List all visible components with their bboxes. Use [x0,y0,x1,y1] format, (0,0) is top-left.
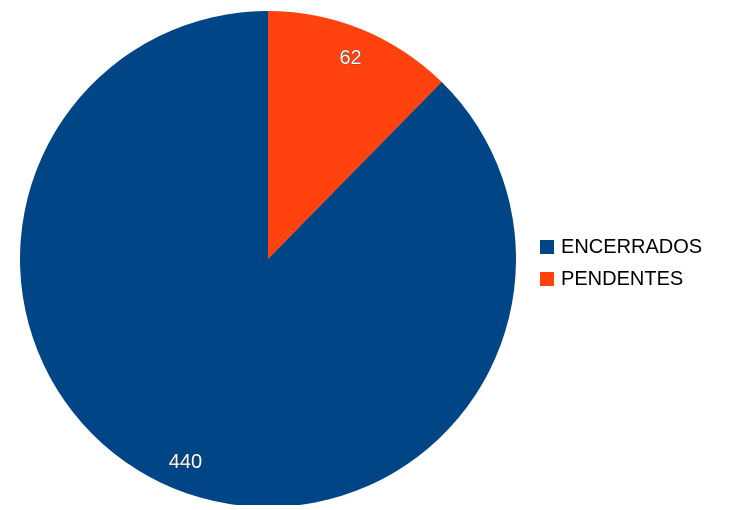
pie-slice-pendentes [268,11,442,259]
legend-item-encerrados: ENCERRADOS [540,231,702,263]
legend-item-pendentes: PENDENTES [540,263,702,295]
data-label-pendentes: 62 [339,47,361,69]
pie-slice-encerrados [20,11,517,507]
legend-swatch-pendentes [540,272,554,286]
legend-swatch-encerrados [540,240,554,254]
legend-label-pendentes: PENDENTES [561,267,684,290]
legend: ENCERRADOS PENDENTES [540,231,702,295]
data-label-encerrados: 440 [169,451,202,473]
legend-label-encerrados: ENCERRADOS [561,235,703,258]
